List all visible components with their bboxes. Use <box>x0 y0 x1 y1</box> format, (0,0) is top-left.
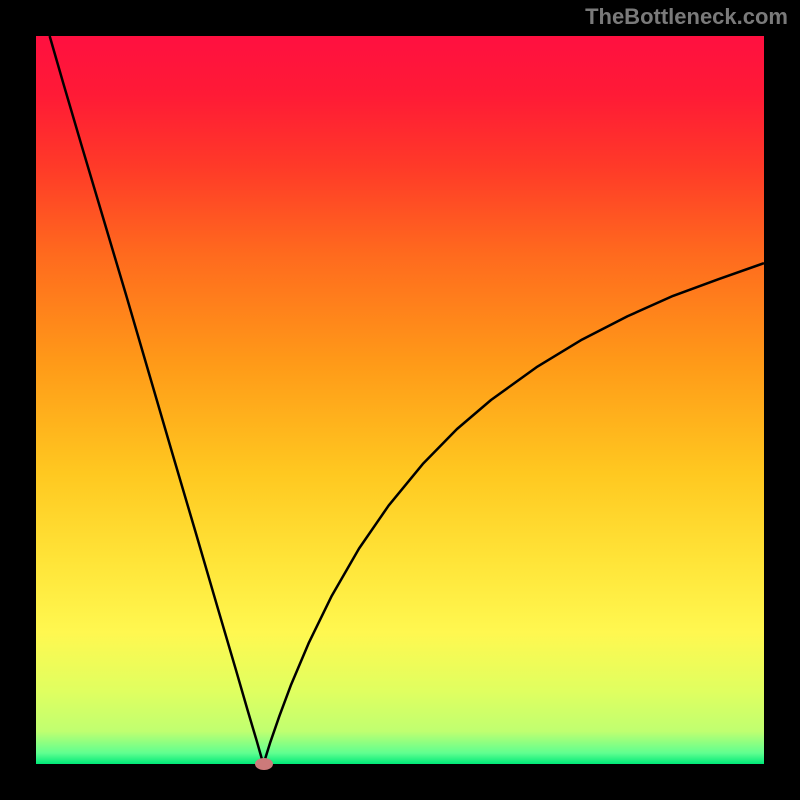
plot-area <box>36 36 764 764</box>
chart-container: TheBottleneck.com <box>0 0 800 800</box>
optimal-point-marker <box>255 758 273 770</box>
watermark-text: TheBottleneck.com <box>585 4 788 30</box>
